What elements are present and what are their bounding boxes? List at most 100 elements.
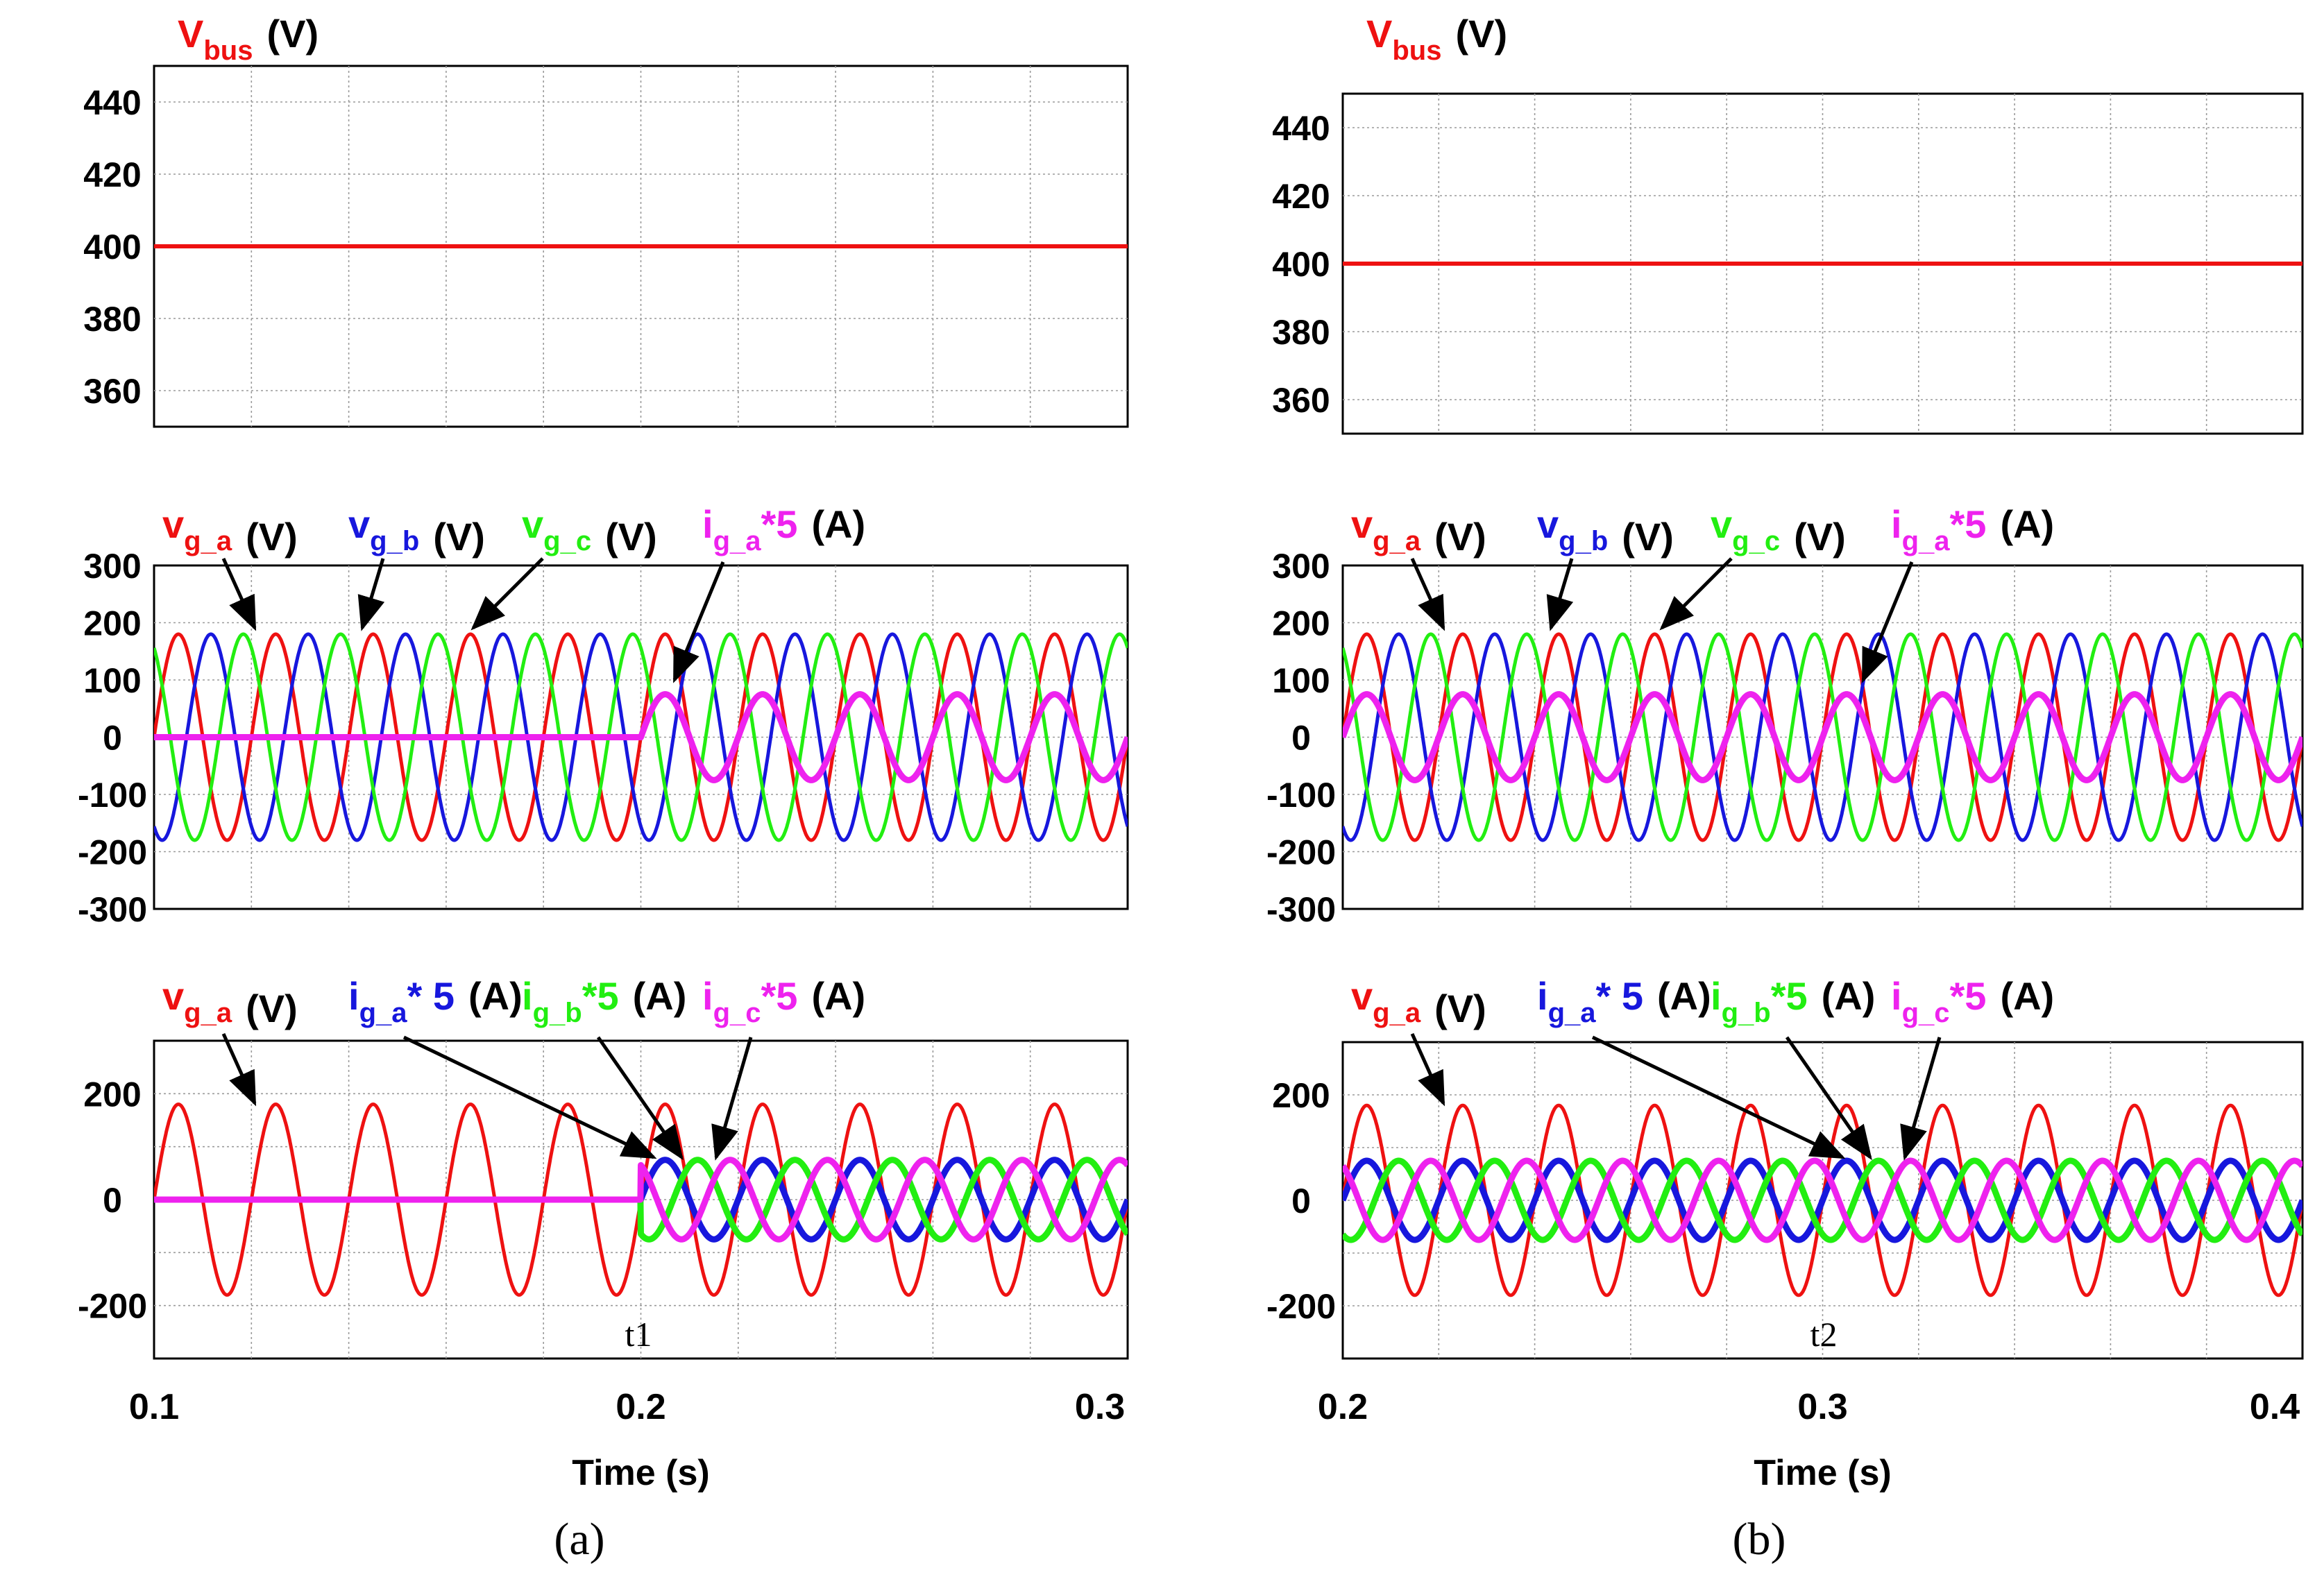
annotation-arrow — [596, 1036, 684, 1161]
vrow-label-1: vg_a (V) — [1351, 502, 1486, 559]
label-unit: (A) — [1657, 974, 1711, 1018]
y-tick-label: 420 — [83, 155, 141, 194]
label-subscript: g_a — [184, 526, 232, 556]
annotation-arrow — [470, 557, 544, 631]
annotation-arrow — [1900, 1037, 1942, 1161]
y-tick-label: 0 — [1291, 719, 1311, 758]
x-axis-title: Time (s) — [572, 1453, 709, 1493]
y-tick-label: 380 — [1272, 313, 1330, 352]
label-main: i — [522, 974, 533, 1018]
panel-caption: (b) — [1733, 1514, 1786, 1565]
annotation-arrow — [1410, 557, 1445, 631]
y-tick-label: -100 — [1266, 776, 1336, 815]
y-tick-label: -100 — [78, 776, 147, 815]
series-i-g-c-5 — [154, 1157, 1128, 1243]
vrow-label-2: vg_b (V) — [348, 502, 485, 559]
annotation-arrow — [221, 1032, 257, 1107]
labels-panel-b: Vbus (V)vg_a (V) vg_b (V) vg_c (V) ig_a*5 (A)vg_… — [1318, 12, 2300, 1565]
y-tick-label: -200 — [1266, 1287, 1336, 1326]
y-tick-label: 100 — [1272, 661, 1330, 700]
irow-label-1: vg_a (V) — [162, 974, 298, 1030]
label-main: v — [162, 974, 184, 1018]
series-v-g-c — [1343, 632, 2302, 842]
label-unit: (A) — [2000, 502, 2054, 546]
y-tick-label: 300 — [83, 547, 141, 586]
label-unit: (V) — [433, 515, 485, 559]
panel-b-row-3: 200 0 -200 — [1266, 1041, 2304, 1360]
panel-a-row-3: 200 0 -200 — [78, 1039, 1129, 1360]
annotation-arrow — [357, 558, 385, 631]
y-tick-label: -300 — [78, 890, 147, 929]
label-subscript: g_c — [713, 998, 761, 1028]
label-unit: (V) — [1434, 987, 1486, 1030]
label-main: v — [522, 502, 543, 546]
irow-label-1: vg_a (V) — [1351, 974, 1486, 1030]
series-group — [154, 1102, 1128, 1297]
label-unit: (V) — [246, 515, 298, 559]
label-unit: (A) — [2000, 974, 2054, 1018]
y-tick-label: 380 — [83, 300, 141, 339]
y-tick-label: 440 — [1272, 109, 1330, 148]
label-unit: (A) — [811, 974, 865, 1018]
label-tail: *5 — [1771, 974, 1808, 1018]
label-subscript: g_a — [1373, 998, 1421, 1028]
label-tail: *5 — [761, 502, 798, 546]
panel-a-row-2: 300 200 100 0 -100 -200 -300 — [78, 547, 1129, 929]
vrow-label-2: vg_b (V) — [1537, 502, 1674, 559]
label-unit: (A) — [1822, 974, 1876, 1018]
label-main: v — [1537, 502, 1559, 546]
label-subscript: bus — [203, 35, 253, 66]
series-group — [1343, 1103, 2302, 1297]
y-tick-label: 440 — [83, 83, 141, 122]
series-i-g-a-5 — [1343, 691, 2302, 783]
label-main: v — [162, 502, 184, 546]
annotation-arrow — [1659, 557, 1733, 631]
label-main: v — [1711, 502, 1732, 546]
label-main: V — [178, 12, 203, 56]
label-main: i — [1891, 502, 1902, 546]
label-unit: (V) — [1794, 515, 1846, 559]
series-i-g-a-5 — [1343, 1157, 2302, 1243]
panel-b-row-1: 360 380 400 420 440 — [1272, 92, 2304, 435]
panel-a-row-1: 360 380 400 420 440 — [83, 65, 1129, 428]
x-tick-label: 0.4 — [2250, 1387, 2300, 1427]
irow-label-4: ig_c*5 (A) — [702, 974, 865, 1028]
label-main: v — [1351, 974, 1373, 1018]
y-tick-label: -200 — [78, 833, 147, 872]
vrow-label-4: ig_a*5 (A) — [1891, 502, 2054, 556]
irow-label-3: ig_b*5 (A) — [1711, 974, 1875, 1028]
label-main: i — [702, 974, 713, 1018]
label-unit: (A) — [468, 974, 523, 1018]
y-tick-label: 420 — [1272, 177, 1330, 216]
annotation-arrow — [1410, 1032, 1445, 1107]
label-subscript: g_c — [1902, 998, 1950, 1028]
event-marker: t2 — [1810, 1315, 1838, 1354]
y-tick-label: 200 — [83, 1075, 141, 1114]
annotation-arrow — [711, 1037, 753, 1161]
label-main: V — [1366, 12, 1392, 56]
annotation-arrow — [221, 557, 257, 631]
label-tail: * 5 — [1596, 974, 1644, 1018]
series-v-g-b — [154, 632, 1128, 842]
label-subscript: g_c — [1732, 526, 1780, 556]
label-tail: *5 — [582, 974, 619, 1018]
series-v-g-b — [1343, 632, 2302, 842]
label-tail: *5 — [761, 974, 798, 1018]
annotation-arrow — [1546, 558, 1574, 631]
label-unit: (V) — [266, 12, 319, 56]
label-unit: (A) — [811, 502, 865, 546]
annotation-arrow — [1861, 561, 1914, 683]
y-tick-label: 200 — [83, 604, 141, 643]
x-tick-label: 0.2 — [1318, 1387, 1368, 1427]
label-subscript: g_a — [713, 526, 762, 556]
label-unit: (V) — [1455, 12, 1507, 56]
x-tick-label: 0.1 — [129, 1387, 179, 1427]
series-group — [154, 632, 1128, 842]
y-tick-label: 360 — [83, 372, 141, 411]
label-subscript: g_a — [1373, 526, 1421, 556]
y-tick-label: 100 — [83, 661, 141, 700]
label-main: i — [1891, 974, 1902, 1018]
label-unit: (A) — [633, 974, 687, 1018]
label-tail: *5 — [1950, 974, 1987, 1018]
